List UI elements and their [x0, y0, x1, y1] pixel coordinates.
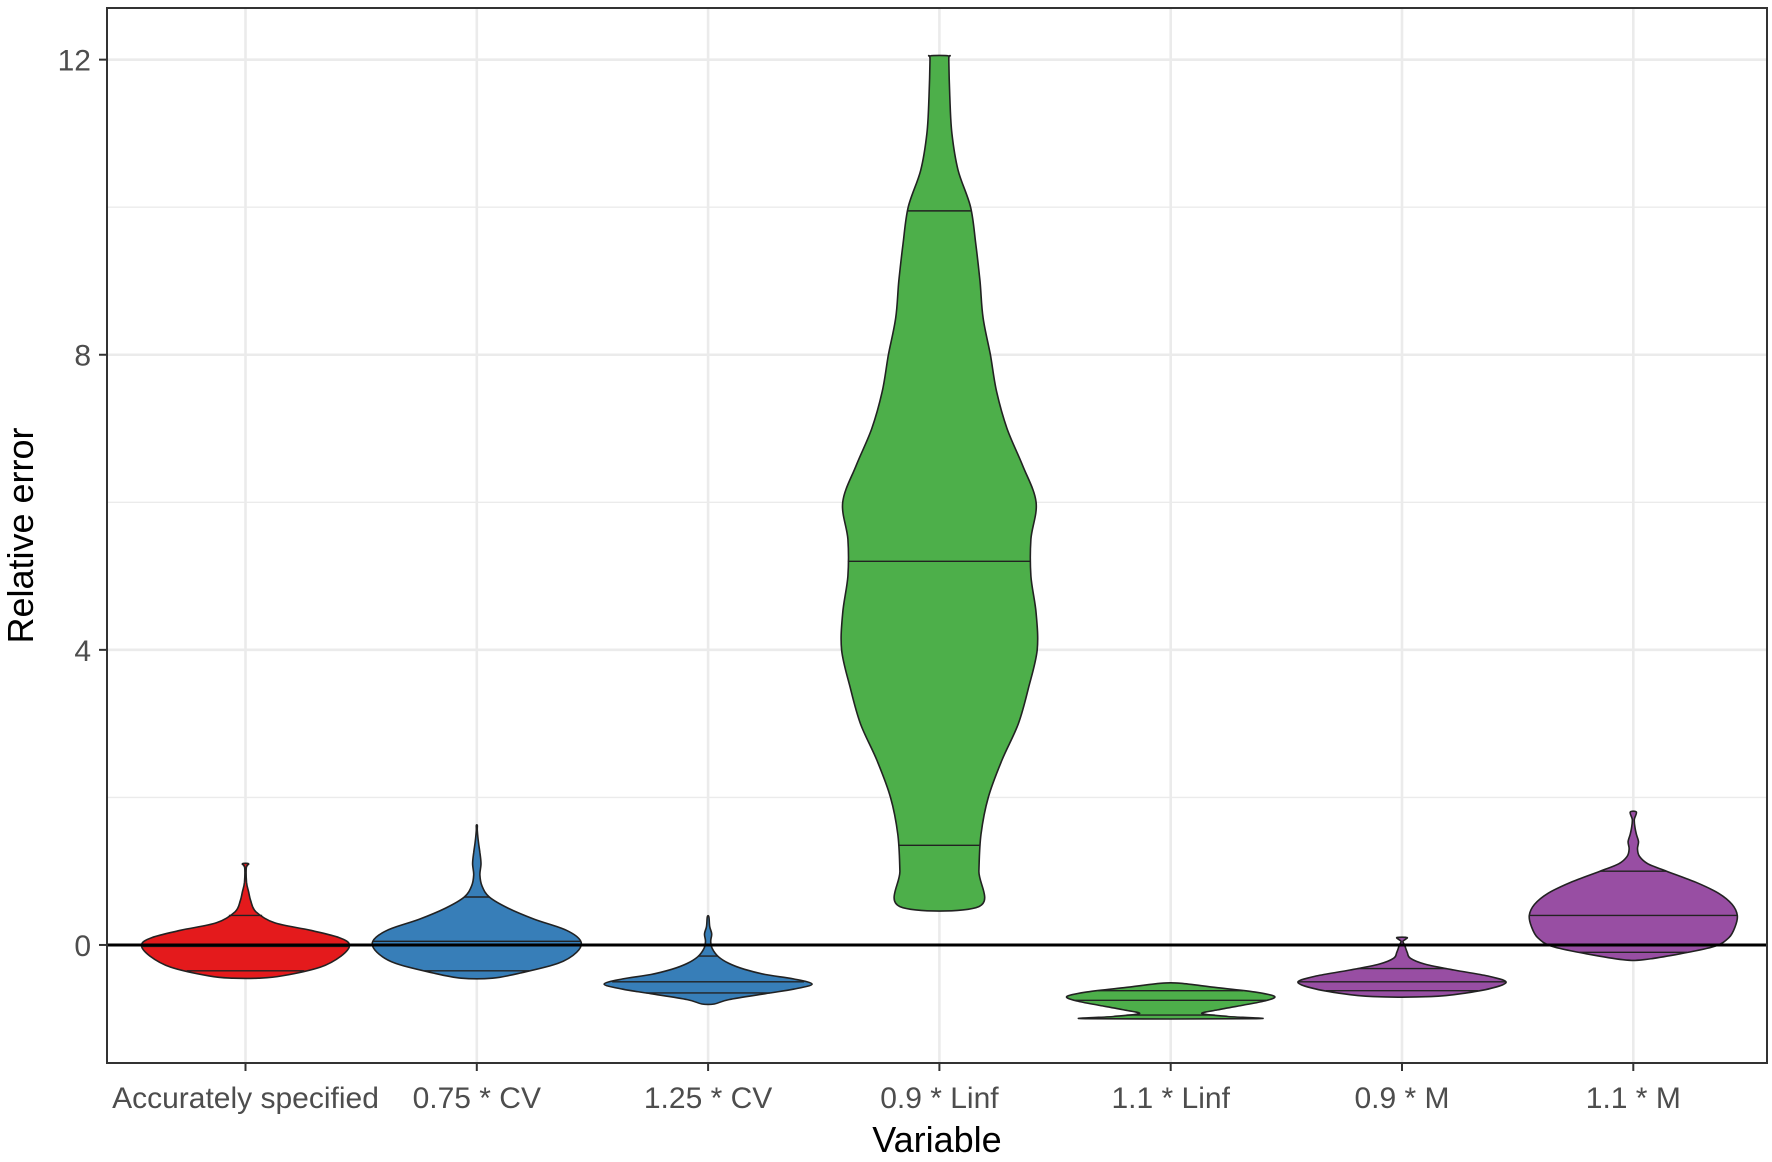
violin-body — [371, 824, 583, 980]
y-tick-label: 4 — [74, 635, 91, 668]
x-axis-title: Variable — [872, 1119, 1001, 1160]
violin-7 — [1528, 810, 1739, 962]
violin-body — [1528, 810, 1739, 962]
x-tick-label: 0.9 * Linf — [880, 1082, 999, 1115]
violin-3 — [603, 914, 813, 1006]
plot-panel-border — [106, 7, 1768, 1064]
x-tick-label: Accurately specified — [112, 1082, 379, 1115]
y-tick-label: 12 — [58, 45, 91, 78]
x-tick-label: 0.75 * CV — [413, 1082, 541, 1115]
violin-body — [603, 914, 813, 1006]
violin-body — [840, 54, 1039, 912]
x-tick-label: 1.1 * Linf — [1111, 1082, 1230, 1115]
axes: 0 4 8 12 Accurately specified 0.75 * CV 1.25 *… — [58, 45, 1681, 1115]
violins — [140, 54, 1739, 1020]
violin-5 — [1065, 981, 1276, 1020]
violin-2 — [371, 824, 583, 980]
violin-1 — [140, 862, 351, 980]
violin-6 — [1297, 936, 1507, 998]
violin-4 — [840, 54, 1039, 912]
y-tick-label: 8 — [74, 340, 91, 373]
violin-body — [140, 862, 351, 980]
x-tick-label: 1.1 * M — [1586, 1082, 1681, 1115]
x-tick-label: 0.9 * M — [1354, 1082, 1449, 1115]
y-tick-label: 0 — [74, 930, 91, 963]
x-tick-label: 1.25 * CV — [644, 1082, 772, 1115]
y-axis-title: Relative error — [0, 427, 41, 643]
